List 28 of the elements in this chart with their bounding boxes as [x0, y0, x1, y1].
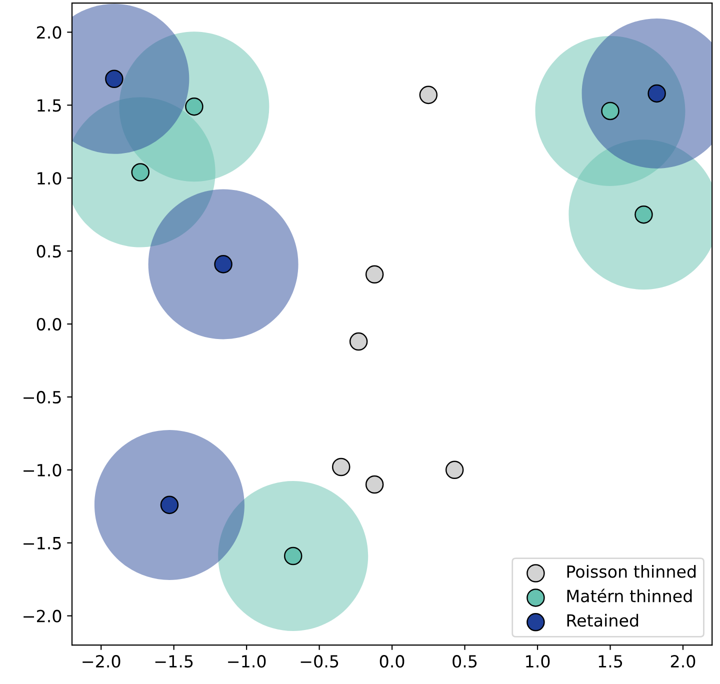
- y-tick-label: 1.0: [38, 172, 62, 185]
- legend-label: Matérn thinned: [567, 588, 692, 602]
- x-tick-label: 1.5: [598, 655, 622, 668]
- y-tick-label: 2.0: [36, 26, 62, 39]
- x-tick-label: −1.0: [228, 655, 266, 668]
- point: [419, 86, 438, 104]
- y-tick-label: 0.0: [36, 318, 62, 331]
- legend-label: Retained: [567, 614, 638, 627]
- x-tick-label: 0.0: [380, 655, 404, 668]
- x-tick-label: 0.5: [452, 655, 477, 668]
- x-tick-label: 1.0: [526, 655, 550, 668]
- point: [365, 265, 384, 284]
- point: [445, 460, 464, 480]
- point: [332, 458, 350, 476]
- y-tick-label: −2.0: [24, 610, 62, 622]
- point: [218, 481, 368, 632]
- y-tick-label: 1.5: [38, 99, 61, 112]
- y-tick-label: −1.5: [24, 537, 61, 550]
- x-tick-label: −1.5: [155, 655, 193, 668]
- point: [349, 332, 368, 351]
- x-tick-label: 2.0: [670, 655, 696, 668]
- y-tick-label: −0.5: [24, 390, 61, 404]
- y-tick-label: 0.5: [36, 245, 61, 258]
- x-tick-label: −0.5: [300, 655, 338, 668]
- point: [365, 475, 384, 494]
- x-tick-label: −2.0: [82, 655, 120, 668]
- y-tick-label: −1.0: [24, 464, 62, 476]
- legend-label: Poisson thinned: [567, 564, 696, 578]
